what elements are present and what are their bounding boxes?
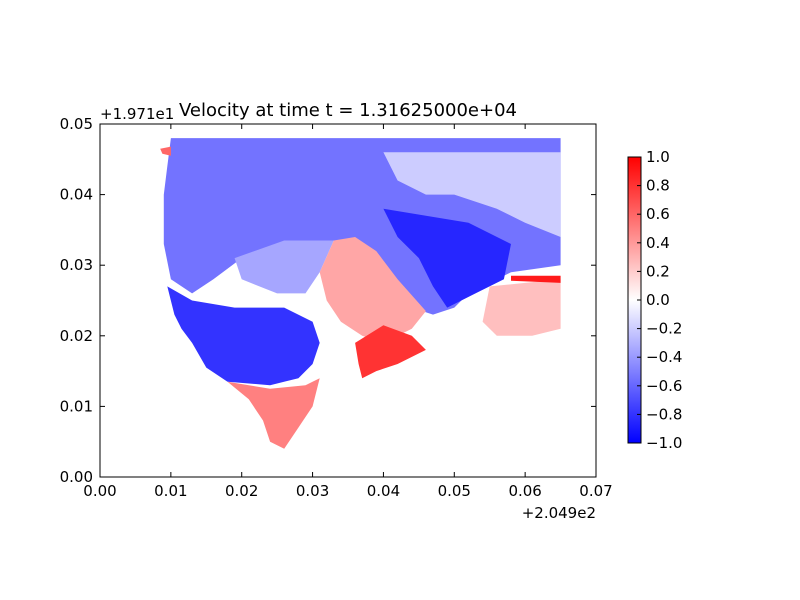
x-tick-label: 0.05	[438, 482, 471, 500]
x-offset-label: +2.049e2	[522, 504, 596, 522]
colorbar-tick-label: 1.0	[646, 148, 670, 166]
plot-frame	[99, 123, 597, 478]
velocity-region-2	[383, 208, 511, 308]
velocity-region-10	[160, 146, 171, 156]
colorbar-tick-label: −0.6	[646, 377, 682, 395]
chart-title: Velocity at time t = 1.31625000e+04	[179, 100, 517, 121]
y-offset-label: +1.971e1	[100, 105, 174, 123]
x-tick-label: 0.07	[579, 482, 612, 500]
colorbar-tick-label: −0.8	[646, 405, 682, 423]
velocity-region-1	[383, 152, 561, 237]
velocity-field	[160, 138, 561, 449]
colorbar-tick-label: −0.2	[646, 320, 682, 338]
colorbar-tick-label: 0.6	[646, 205, 670, 223]
x-tick-label: 0.04	[367, 482, 400, 500]
velocity-region-8	[482, 279, 561, 336]
x-tick-label: 0.02	[225, 482, 258, 500]
colorbar-tick-label: −1.0	[646, 434, 682, 452]
colorbar-ticks: 1.0 0.8 0.6 0.4 0.2 0.0 −0.2 −0.4 −0.6 −0.8 −1.0	[637, 148, 682, 452]
y-tick-label: 0.02	[60, 327, 93, 345]
y-tick-label: 0.00	[60, 468, 93, 486]
velocity-region-6	[355, 325, 426, 379]
velocity-region-4	[234, 240, 334, 294]
colorbar-tick-label: 0.0	[646, 291, 670, 309]
y-tick-label: 0.03	[60, 256, 93, 274]
x-tick-label: 0.00	[83, 482, 116, 500]
x-tick-label: 0.06	[508, 482, 541, 500]
colorbar-tick-label: 0.4	[646, 234, 670, 252]
velocity-region-5	[319, 237, 426, 343]
axis-ticks: 0.00 0.01 0.02 0.03 0.04 0.05 0.06 0.07 0.00 0.01…	[60, 115, 613, 500]
velocity-region-7	[227, 378, 320, 449]
velocity-region-3	[167, 286, 320, 386]
colorbar-tick-label: −0.4	[646, 348, 682, 366]
x-tick-label: 0.01	[154, 482, 187, 500]
x-tick-label: 0.03	[296, 482, 329, 500]
colorbar-tick-label: 0.2	[646, 262, 670, 280]
y-tick-label: 0.01	[60, 397, 93, 415]
velocity-region-9	[511, 275, 561, 283]
y-tick-label: 0.05	[60, 115, 93, 133]
y-tick-label: 0.04	[60, 186, 93, 204]
colorbar-tick-label: 0.8	[646, 177, 670, 195]
